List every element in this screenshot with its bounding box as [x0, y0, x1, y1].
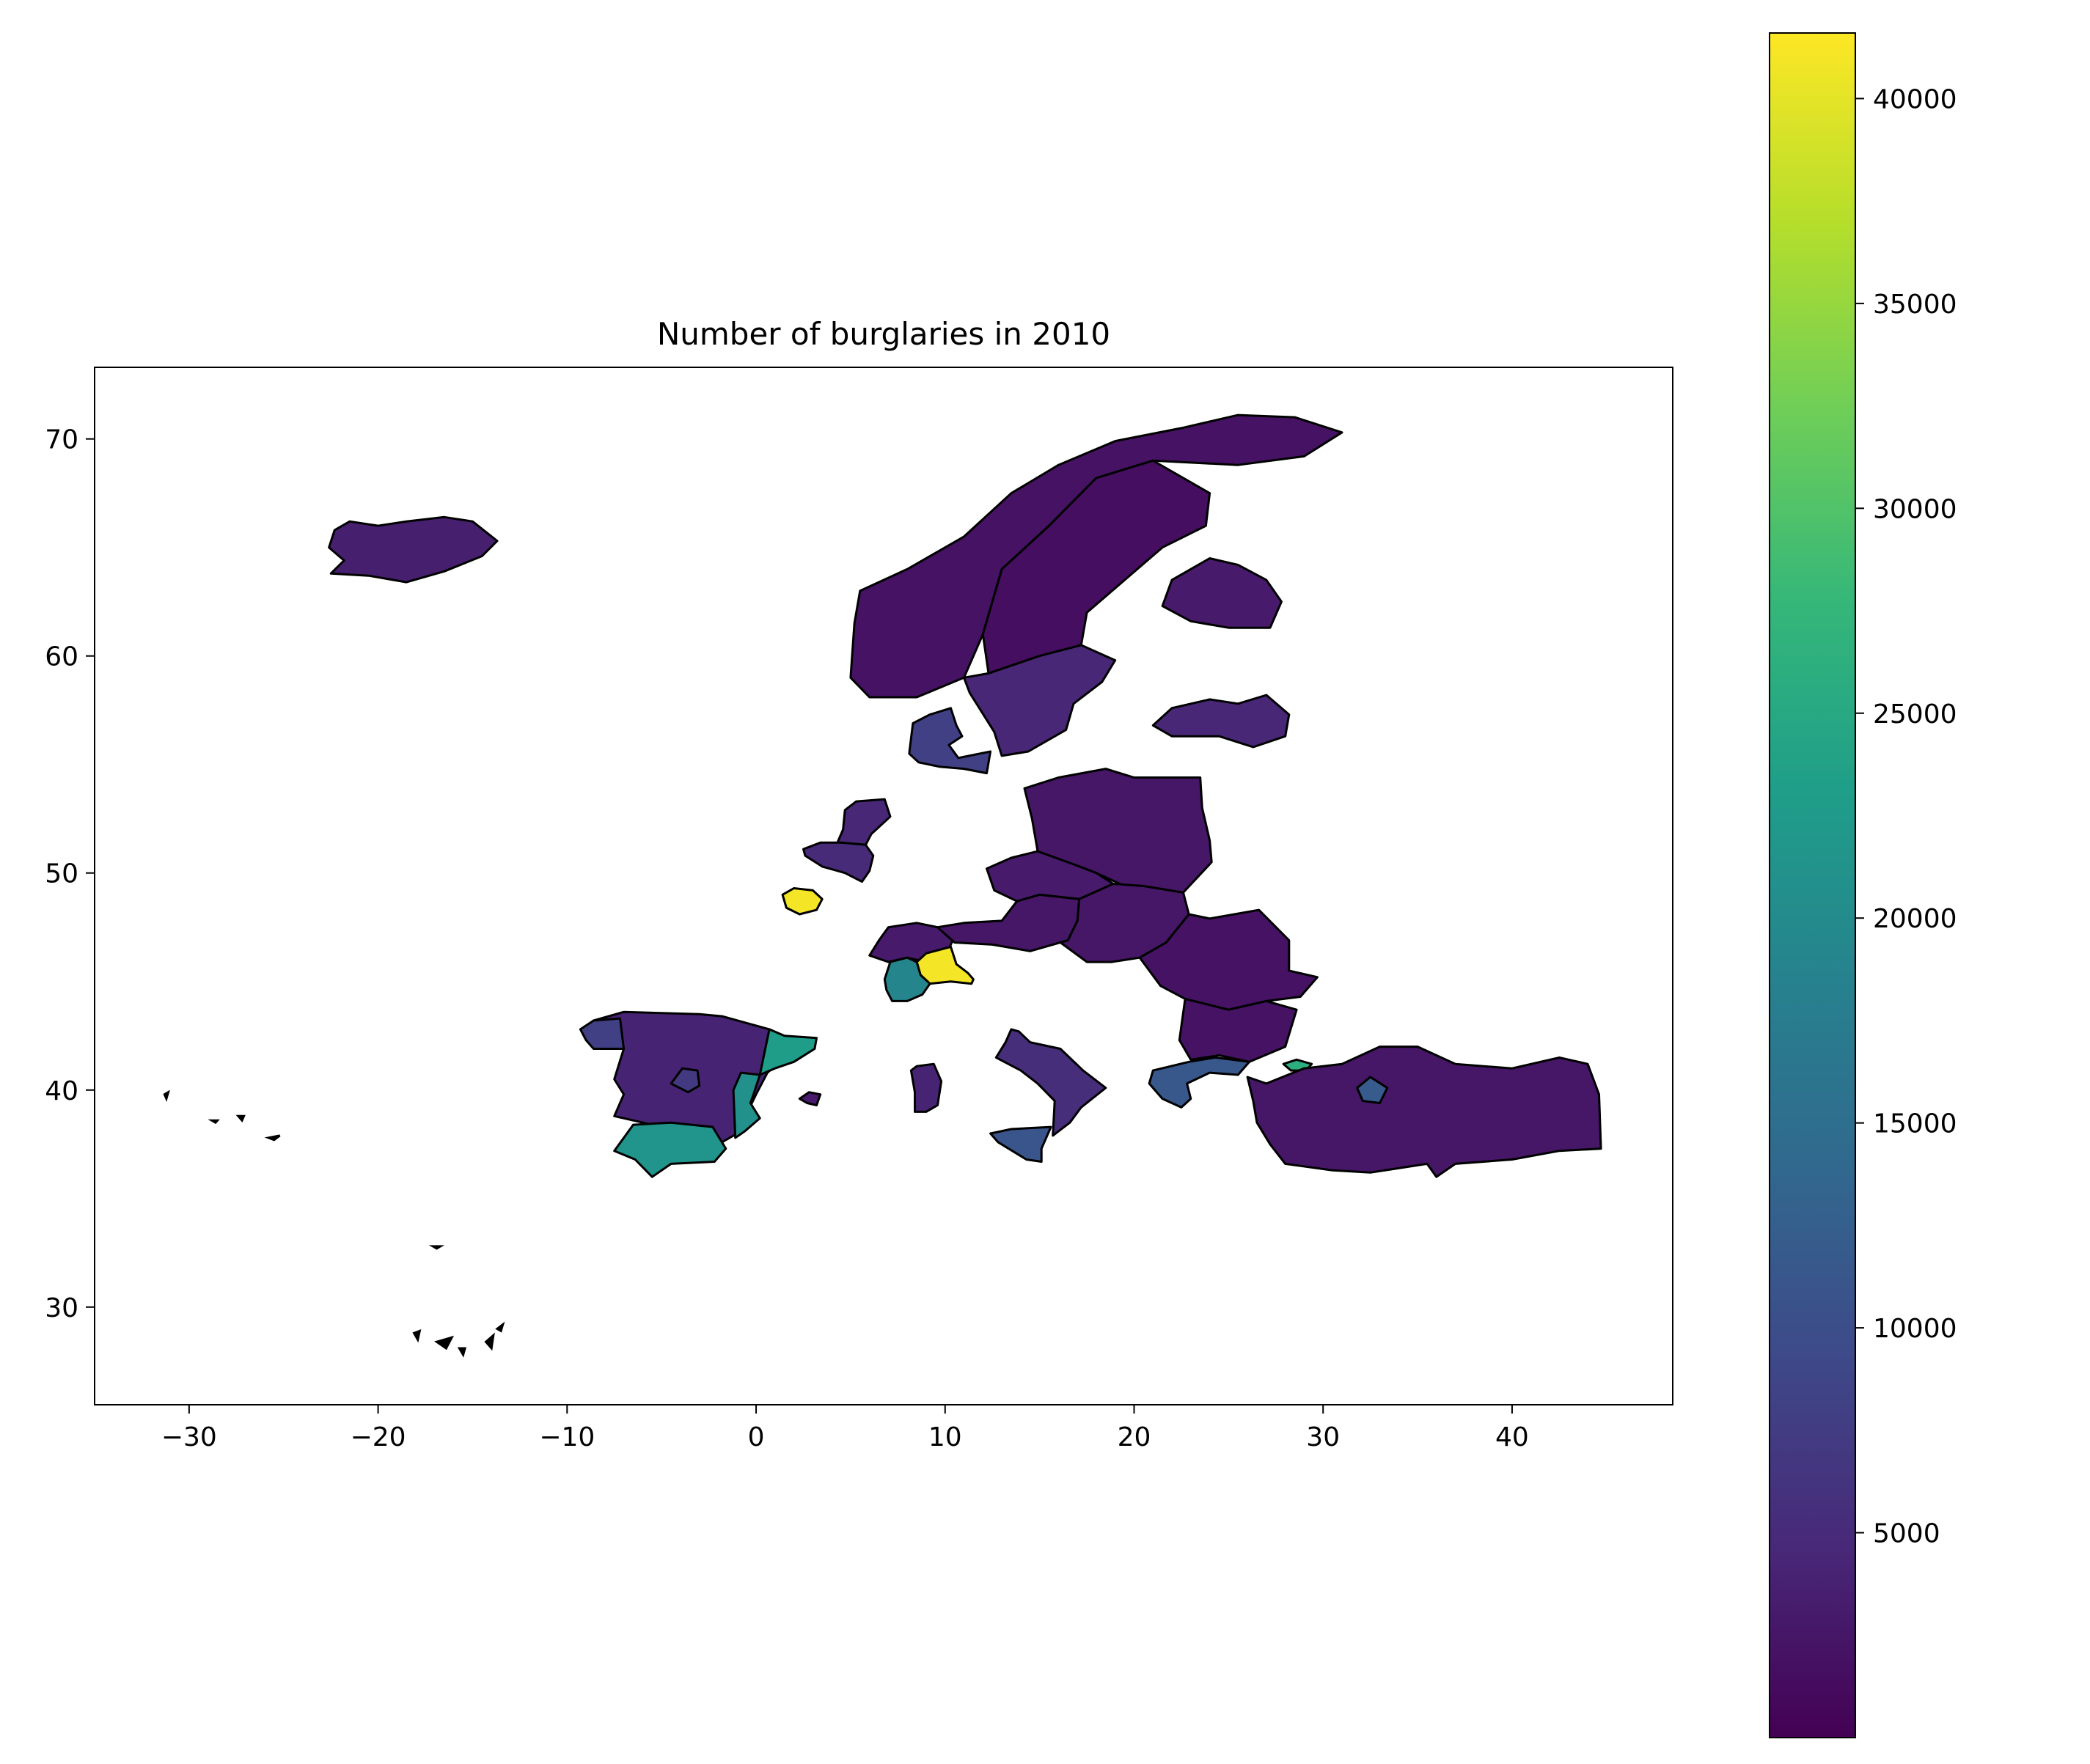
- colorbar-gradient: [1770, 33, 1855, 1738]
- small-island: [484, 1332, 495, 1351]
- x-tick-label: −20: [351, 1422, 406, 1452]
- y-tick-label: 40: [45, 1076, 78, 1106]
- colorbar-tick-label: 10000: [1873, 1314, 1957, 1344]
- small-island: [208, 1119, 220, 1125]
- y-tick-label: 30: [45, 1293, 78, 1323]
- x-tick-label: 30: [1306, 1422, 1340, 1452]
- y-axis: 30 40 50 60 70: [45, 425, 95, 1323]
- region-piedmont: [883, 956, 931, 1002]
- region-estonia-latvia: [1151, 694, 1291, 749]
- map-regions: [328, 414, 1602, 1178]
- small-island: [235, 1114, 246, 1122]
- x-tick-label: −30: [161, 1422, 217, 1452]
- chart-title: Number of burglaries in 2010: [657, 316, 1110, 352]
- region-northern-greece: [1148, 1056, 1251, 1109]
- region-south-sweden: [963, 644, 1117, 757]
- colorbar-tick-label: 5000: [1873, 1519, 1940, 1549]
- colorbar-tick-label: 25000: [1873, 699, 1957, 730]
- colorbar-frame: [1769, 32, 1856, 1738]
- region-catalonia: [758, 1028, 818, 1076]
- region-madrid: [670, 1067, 701, 1094]
- region-denmark: [908, 707, 992, 775]
- colorbar-tick-label: 15000: [1873, 1109, 1957, 1139]
- x-tick-label: 40: [1495, 1422, 1529, 1452]
- region-bulgaria: [1178, 997, 1298, 1063]
- x-tick-label: 0: [748, 1422, 765, 1452]
- region-galicia: [579, 1017, 626, 1050]
- small-island: [163, 1089, 171, 1103]
- region-austria: [936, 893, 1081, 952]
- small-island: [428, 1245, 445, 1250]
- small-island: [412, 1329, 422, 1343]
- small-island: [495, 1321, 505, 1333]
- y-tick-label: 60: [45, 642, 78, 672]
- colorbar-tick-label: 30000: [1873, 494, 1957, 524]
- region-turkey: [1246, 1045, 1602, 1178]
- region-iceland: [328, 515, 499, 584]
- axes-frame: [94, 367, 1673, 1405]
- region-norway: [849, 414, 1343, 699]
- region-ankara: [1356, 1076, 1389, 1104]
- region-balearic-islands: [798, 1091, 822, 1106]
- x-tick-label: −10: [539, 1422, 595, 1452]
- region-sardinia: [909, 1062, 943, 1113]
- region-belgium: [802, 841, 875, 883]
- region-andalusia: [613, 1121, 727, 1178]
- region-hungary: [1059, 883, 1190, 963]
- region-netherlands: [836, 798, 892, 846]
- colorbar: 5000 10000 15000 20000 25000 30000 35000 40000: [1769, 32, 1957, 1738]
- region-finland: [1161, 557, 1283, 629]
- region-sicily: [989, 1125, 1052, 1163]
- colorbar-tick-label: 20000: [1873, 904, 1957, 934]
- small-island: [264, 1134, 281, 1142]
- x-tick-label: 20: [1118, 1422, 1151, 1452]
- colorbar-tick-label: 40000: [1873, 84, 1957, 114]
- region-paris: [781, 887, 824, 916]
- x-axis: −30 −20 −10 0 10 20 30 40: [161, 1405, 1529, 1452]
- y-tick-label: 70: [45, 425, 78, 455]
- map-small-islands: [163, 1089, 505, 1358]
- region-valencia: [732, 1071, 761, 1139]
- colorbar-tick-label: 35000: [1873, 290, 1957, 320]
- x-tick-label: 10: [928, 1422, 962, 1452]
- region-southern-italy: [994, 1028, 1107, 1137]
- y-tick-label: 50: [45, 859, 78, 889]
- small-island: [457, 1347, 467, 1358]
- region-romania: [1138, 908, 1319, 1011]
- small-island: [434, 1335, 455, 1350]
